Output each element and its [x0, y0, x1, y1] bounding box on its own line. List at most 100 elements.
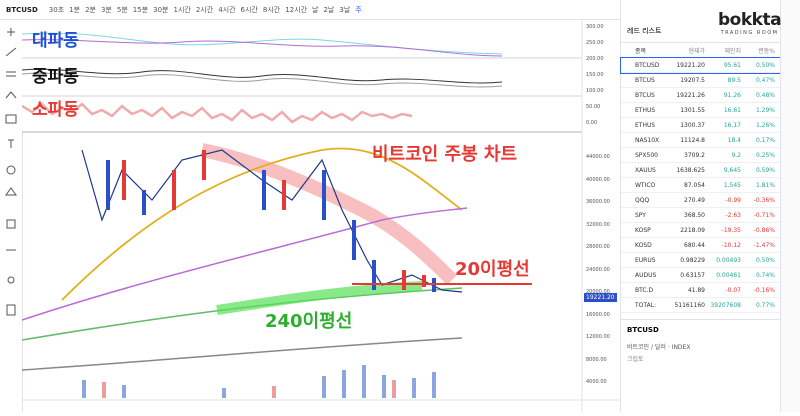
interval[interactable]: 30초 [48, 5, 65, 14]
interval[interactable]: 2시간 [195, 5, 214, 14]
interval[interactable]: 4시간 [218, 5, 236, 14]
interval[interactable]: 2분 [85, 5, 96, 14]
cell: 0.77% [755, 301, 775, 309]
interval[interactable]: 3분 [100, 5, 112, 14]
cell: 1.81% [755, 181, 775, 189]
watchlist-row[interactable]: ETHUS 1300.37 16.17 1.26% [621, 118, 781, 133]
watchlist-row[interactable]: SPX500 3709.2 9.2 0.25% [621, 148, 781, 163]
cell: 0.00493 [716, 256, 741, 264]
interval[interactable]: 1분 [69, 5, 81, 14]
logo-name: bokkta [718, 10, 782, 30]
watchlist-row[interactable]: BTCUS 19221.26 91.26 0.48% [621, 88, 781, 103]
right-sidebar [780, 0, 800, 412]
watchlist-row[interactable]: NAS10X 11124.8 18.4 0.17% [621, 133, 781, 148]
column-header: 종목 [635, 47, 647, 55]
column-header: 변동% [758, 47, 775, 55]
watchlist-row[interactable]: BTC.D 41.89 -0.07 -0.16% [621, 283, 781, 298]
cell: 51161160 [674, 301, 705, 309]
cell: SPY [635, 211, 646, 219]
watchlist-row[interactable]: EURUS 0.98229 0.00493 0.50% [621, 253, 781, 268]
symbol[interactable]: BTCUSD [6, 5, 38, 14]
cell: 0.25% [755, 151, 775, 159]
interval[interactable]: 30분 [153, 5, 169, 14]
interval[interactable]: 3날 [339, 5, 351, 14]
cell: 1.29% [755, 106, 775, 114]
ma-band [200, 143, 457, 285]
cell: KOSP [635, 226, 651, 234]
cell: 0.50% [755, 61, 775, 69]
wave-line [22, 39, 503, 57]
watchlist-row[interactable]: BTCUS 19207.5 89.5 0.47% [621, 73, 781, 88]
watchlist-row[interactable]: BTCUSD 19221.20 95.61 0.50% [620, 57, 782, 74]
cell: TOTAL: [635, 301, 657, 309]
cell: -2.63 [725, 211, 741, 219]
cell: 0.63157 [680, 271, 705, 279]
watchlist-row[interactable]: TOTAL: 51161160 39207608 0.77% [621, 298, 781, 313]
cell: 87.054 [684, 181, 705, 189]
cell: 3709.2 [684, 151, 705, 159]
axis-label: 16000.00 [586, 311, 610, 318]
watchlist-row[interactable]: QQQ 270.49 -0.99 -0.36% [621, 193, 781, 208]
interval[interactable]: 5분 [116, 5, 128, 14]
watchlist-row[interactable]: KOSP 2218.09 -19.35 -0.86% [621, 223, 781, 238]
watchlist-panel: 레드 리스트 종목 현재가 체인지 변동% BTCUSD 19221.20 95.61 0.… [620, 0, 782, 412]
cell: 2218.09 [680, 226, 705, 234]
axis-label: 28000.00 [586, 244, 610, 250]
watchlist-row[interactable]: SPY 368.50 -2.63 -0.71% [621, 208, 781, 223]
interval[interactable]: 1시간 [173, 5, 191, 14]
cell: 11124.8 [680, 136, 705, 144]
cell: 1.545 [723, 181, 741, 189]
interval[interactable]: 6시간 [240, 5, 258, 14]
annotation: 대파동 [32, 31, 79, 51]
cell: 19221.20 [676, 61, 705, 69]
cell: -0.07 [725, 286, 741, 294]
cell: EURUS [635, 256, 656, 264]
ma-line [22, 287, 463, 341]
toolbar: BTCUSD 30초 1분 2분 3분 5분 15분 30분 1시간 2시간 4시간 6시간 8시간 1… [0, 0, 620, 20]
wave-band [22, 102, 413, 124]
axis-label: 150.00 [586, 72, 604, 78]
cell: 91.26 [723, 91, 741, 99]
axis-label: 250.00 [586, 40, 604, 46]
cell: 16.17 [723, 121, 741, 129]
interval[interactable]: 15분 [132, 5, 149, 14]
cell: 0.00461 [716, 271, 741, 279]
watchlist-row[interactable]: XAUUS 1638.625 9.645 0.59% [621, 163, 781, 178]
ma-line [22, 207, 468, 321]
watchlist-header: 종목 현재가 체인지 변동% [621, 43, 781, 58]
watchlist-row[interactable]: ETHUS 1301.55 16.61 1.29% [621, 103, 781, 118]
chart-area [22, 20, 620, 412]
axis-label: 36000.00 [586, 199, 610, 205]
ma240-highlight [216, 281, 423, 315]
cell: -19.35 [721, 226, 741, 234]
price-marker: 19221.20 [584, 293, 617, 302]
cell: 680.44 [684, 241, 705, 249]
annotation: 240이평선 [265, 311, 353, 332]
axis-label: 50.00 [586, 104, 601, 110]
cell: -10.12 [721, 241, 741, 249]
interval[interactable]: 2날 [323, 5, 335, 14]
interval[interactable]: 주 [355, 5, 362, 14]
cell: 9.2 [731, 151, 741, 159]
cell: 1300.37 [680, 121, 705, 129]
cell: 368.50 [684, 211, 705, 219]
interval[interactable]: 날 [312, 5, 319, 14]
axis-label: 8000.00 [586, 356, 607, 363]
cell: ETHUS [635, 106, 656, 114]
cell: -0.99 [725, 196, 741, 204]
interval[interactable]: 12시간 [285, 5, 308, 14]
cell: BTC.D [635, 286, 654, 294]
tool-icons [5, 28, 17, 316]
watchlist-row[interactable]: KOSD 680.44 -10.12 -1.47% [621, 238, 781, 253]
cell: -0.36% [753, 196, 775, 204]
cell: KOSD [635, 241, 652, 249]
watchlist-row[interactable]: WTICO 87.054 1.545 1.81% [621, 178, 781, 193]
interval[interactable]: 8시간 [262, 5, 281, 14]
logo-tagline: TRADING ROOM [720, 30, 779, 36]
cell: AUDUS [635, 271, 657, 279]
cell: -1.47% [753, 241, 775, 249]
cell: 270.49 [684, 196, 705, 204]
watchlist-row[interactable]: AUDUS 0.63157 0.00461 0.74% [621, 268, 781, 283]
axis-label: 20000.00 [586, 289, 610, 295]
